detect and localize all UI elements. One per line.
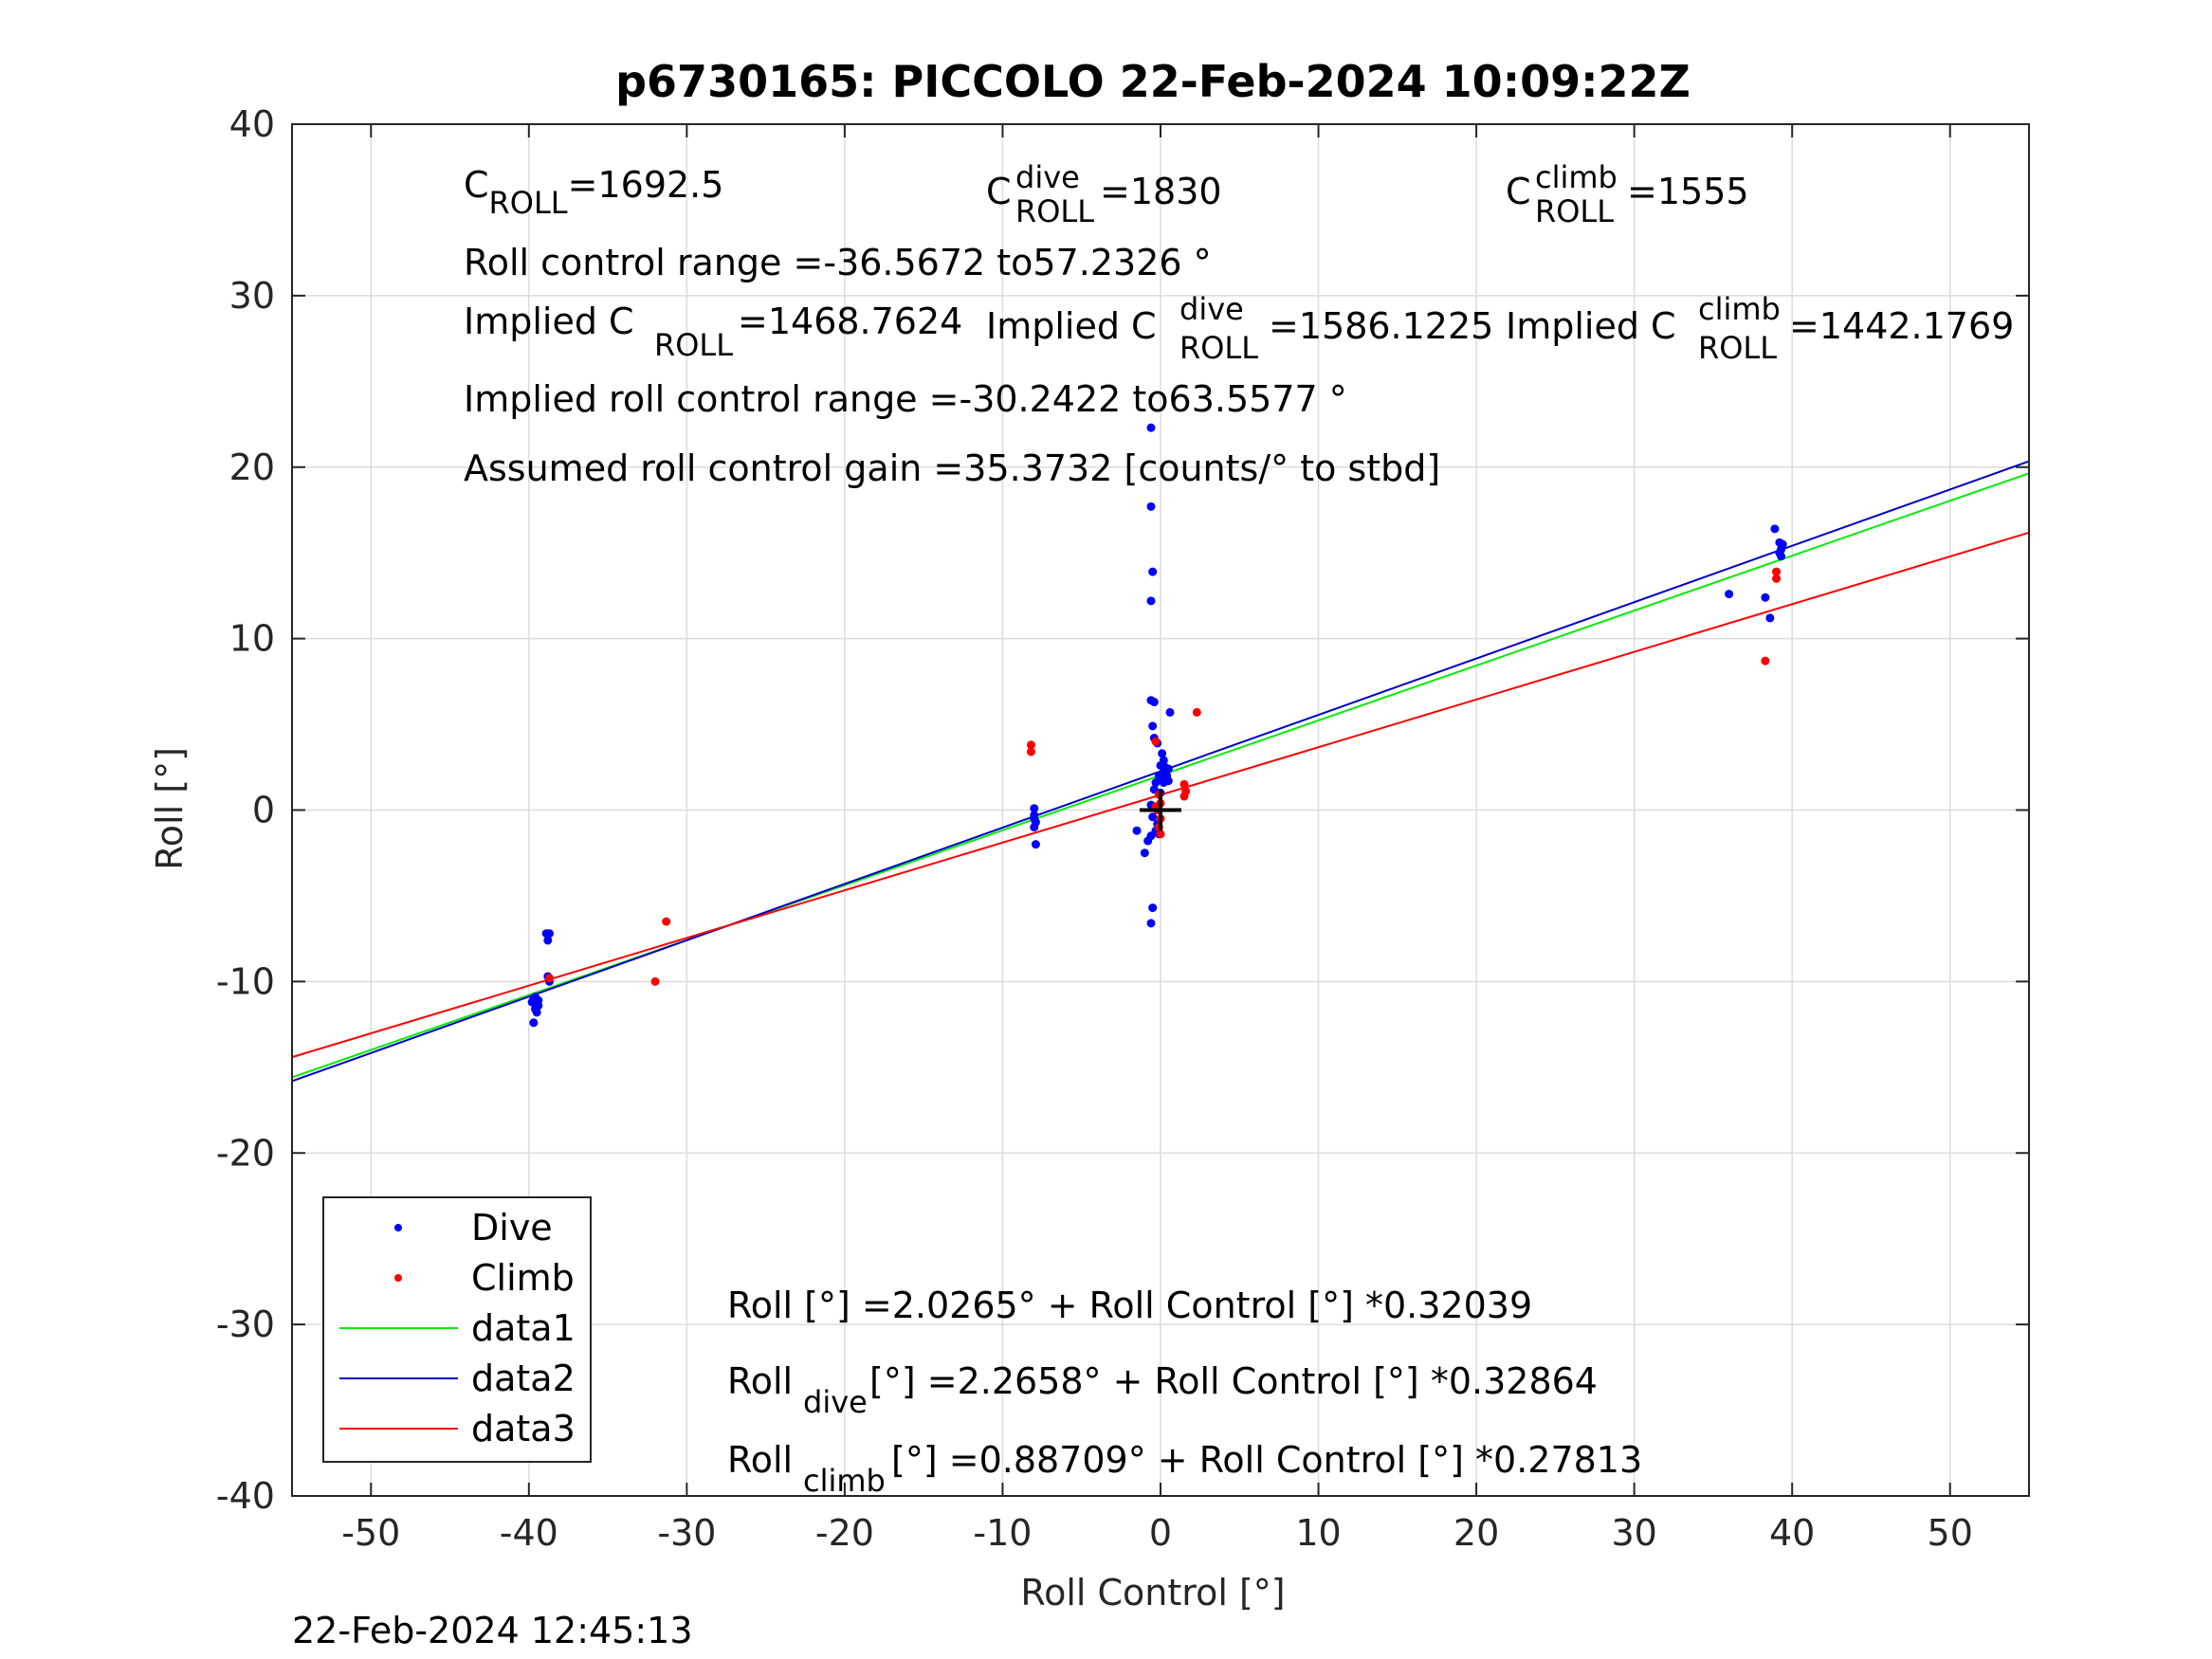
- dive-point: [1148, 721, 1158, 731]
- chart-title: p6730165: PICCOLO 22-Feb-2024 10:09:22Z: [615, 56, 1691, 107]
- legend-climb-marker: [394, 1274, 402, 1282]
- dive-point: [1777, 552, 1786, 561]
- c-roll-dive-annotation: C dive ROLL =1830: [986, 155, 1222, 230]
- legend-data2-label: data2: [471, 1358, 576, 1399]
- dive-point: [534, 995, 543, 1005]
- dive-point: [529, 1018, 539, 1028]
- dive-point: [1146, 919, 1156, 928]
- dive-point: [1165, 707, 1175, 717]
- climb-point: [1761, 656, 1770, 665]
- c-roll-climb-annotation: C climb ROLL =1555: [1506, 155, 1749, 230]
- y-tick-label: 20: [229, 447, 275, 488]
- climb-point: [1179, 779, 1189, 789]
- y-tick-label: -20: [216, 1132, 275, 1174]
- data-points: [527, 423, 1787, 1028]
- dive-point: [1159, 778, 1168, 788]
- origin-marker: [1140, 789, 1181, 831]
- implied-roll-control-range-annotation: Implied roll control range =-30.2422 to6…: [464, 378, 1347, 420]
- x-tick-label: 20: [1453, 1512, 1499, 1554]
- y-axis-label: Roll [°]: [149, 747, 191, 870]
- dive-point: [1030, 823, 1039, 832]
- dive-point: [1146, 596, 1156, 606]
- y-tick-label: 40: [229, 103, 275, 145]
- dive-point: [1148, 903, 1158, 913]
- dive-point: [1132, 826, 1142, 835]
- climb-point: [1179, 792, 1189, 801]
- x-tick-label: 10: [1295, 1512, 1341, 1554]
- dive-point: [1765, 613, 1775, 623]
- dive-point: [1148, 812, 1158, 822]
- dive-point: [1770, 524, 1780, 534]
- dive-point: [1761, 592, 1770, 602]
- climb-point: [1156, 830, 1165, 839]
- climb-point: [1026, 740, 1035, 750]
- dive-point: [1030, 814, 1039, 824]
- x-tick-label: -20: [815, 1512, 874, 1554]
- y-tick-label: -40: [216, 1475, 275, 1517]
- x-tick-label: 40: [1769, 1512, 1815, 1554]
- legend-climb-label: Climb: [471, 1257, 575, 1299]
- timestamp-label: 22-Feb-2024 12:45:13: [292, 1610, 693, 1651]
- y-tick-label: 10: [229, 618, 275, 660]
- dive-point: [1148, 567, 1158, 576]
- climb-point: [662, 917, 671, 926]
- x-tick-label: -40: [500, 1512, 558, 1554]
- climb-point: [1151, 737, 1161, 746]
- climb-point: [1772, 567, 1782, 576]
- dive-point: [1140, 848, 1149, 858]
- climb-point: [1026, 747, 1035, 757]
- dive-point: [1149, 698, 1159, 707]
- legend-data1-label: data1: [471, 1307, 576, 1349]
- legend-data3-label: data3: [471, 1408, 576, 1449]
- x-tick-label: 30: [1611, 1512, 1656, 1554]
- x-tick-label: -50: [341, 1512, 400, 1554]
- implied-c-roll-annotation: Implied C ROLL =1468.7624: [464, 301, 962, 364]
- x-axis-label: Roll Control [°]: [1020, 1572, 1285, 1613]
- dive-point: [1146, 831, 1156, 841]
- fit-equation-climb: Roll climb [°] =0.88709° + Roll Control …: [727, 1439, 1642, 1500]
- dive-point: [1725, 590, 1734, 599]
- climb-point: [1192, 707, 1201, 717]
- dive-point: [1778, 539, 1787, 549]
- y-tick-label: -10: [216, 960, 275, 1002]
- fit-equation-dive: Roll dive [°] =2.2658° + Roll Control [°…: [727, 1360, 1598, 1421]
- dive-point: [544, 929, 554, 939]
- implied-c-roll-climb-annotation: Implied C climb ROLL =1442.1769: [1506, 286, 2014, 367]
- legend-dive-marker: [394, 1224, 402, 1231]
- legend-dive-label: Dive: [471, 1207, 553, 1249]
- c-roll-annotation: CROLL=1692.5: [464, 164, 723, 221]
- x-tick-label: -30: [657, 1512, 716, 1554]
- climb-point: [1772, 574, 1782, 583]
- roll-control-range-annotation: Roll control range =-36.5672 to57.2326 °: [464, 242, 1212, 283]
- x-tick-label: -10: [973, 1512, 1032, 1554]
- x-tick-label: 50: [1928, 1512, 1973, 1554]
- dive-point: [1030, 804, 1039, 813]
- dive-point: [1151, 778, 1161, 788]
- y-tick-label: -30: [216, 1304, 275, 1345]
- implied-c-roll-dive-annotation: Implied C dive ROLL =1586.1225: [986, 286, 1493, 367]
- legend: Dive Climb data1 data2 data3: [322, 1196, 592, 1463]
- climb-point: [650, 976, 660, 986]
- dive-point: [1146, 501, 1156, 511]
- dive-point: [1031, 840, 1040, 849]
- fit-equation-all: Roll [°] =2.0265° + Roll Control [°] *0.…: [727, 1285, 1532, 1326]
- legend-box: [322, 1196, 592, 1463]
- dive-point: [1146, 423, 1156, 432]
- assumed-gain-annotation: Assumed roll control gain =35.3732 [coun…: [464, 447, 1440, 489]
- axis-ticks: -50 -40 -30 -20 -10 0 10 20 30 40 50 -40 -30 -20 -10 0 1…: [216, 103, 2029, 1554]
- climb-point: [544, 974, 554, 983]
- dive-point: [1158, 749, 1167, 758]
- dive-point: [1154, 771, 1163, 780]
- x-tick-label: 0: [1149, 1512, 1172, 1554]
- y-tick-label: 0: [252, 790, 275, 831]
- y-tick-label: 30: [229, 275, 275, 317]
- dive-point: [530, 1004, 539, 1013]
- dive-point: [543, 936, 553, 945]
